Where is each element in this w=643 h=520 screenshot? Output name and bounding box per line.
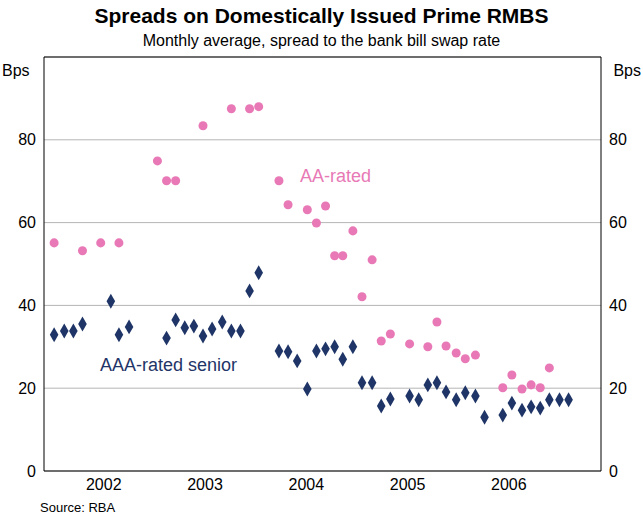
svg-text:40: 40 [18,297,36,314]
svg-text:20: 20 [609,380,627,397]
html-text:AA-rated: AA-rated [300,166,371,186]
svg-text:2002: 2002 [86,476,122,493]
svg-text:2003: 2003 [187,476,223,493]
svg-text:0: 0 [609,463,618,480]
html-text:Bps: Bps [2,62,30,79]
svg-text:60: 60 [18,214,36,231]
html-text:AAA-rated senior: AAA-rated senior [100,355,238,375]
svg-text:80: 80 [18,131,36,148]
svg-text:20: 20 [18,380,36,397]
html-text:Spreads on Domestically Issued: Spreads on Domestically Issued Prime RMB… [94,4,549,27]
svg-text:2004: 2004 [288,476,324,493]
html-text:Monthly average, spread to the: Monthly average, spread to the bank bill… [142,32,501,49]
svg-text:40: 40 [609,297,627,314]
svg-text:0: 0 [27,463,36,480]
svg-text:60: 60 [609,214,627,231]
svg-text:80: 80 [609,131,627,148]
html-text:Source: RBA: Source: RBA [40,500,116,515]
svg-text:2005: 2005 [390,476,426,493]
svg-text:2006: 2006 [491,476,527,493]
html-text:Bps: Bps [613,62,641,79]
